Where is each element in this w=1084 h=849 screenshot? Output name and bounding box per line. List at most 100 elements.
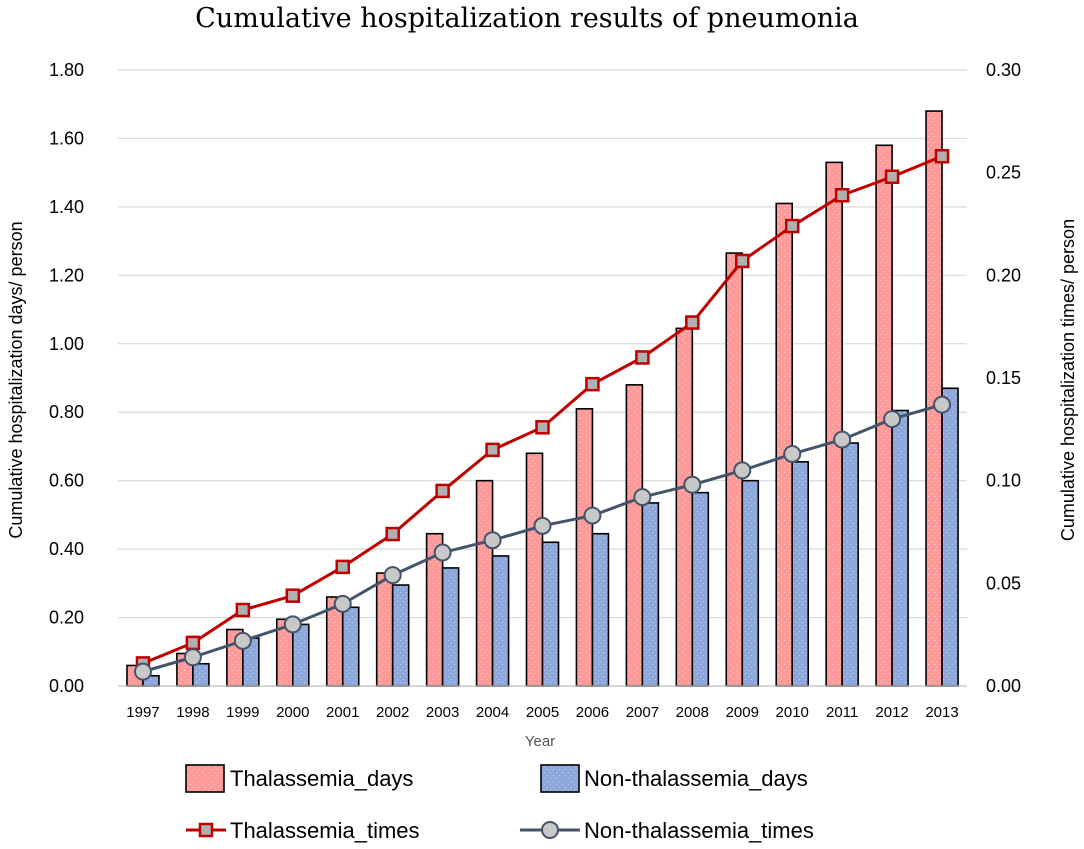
x-tick-label-2002: 2002: [376, 704, 409, 721]
bar-Non-thalassemia_days-2013: [941, 387, 959, 687]
bar-Non-thalassemia_days-2004: [491, 555, 510, 687]
bar-Thalassemia_days-2006: [575, 407, 594, 687]
x-tick-label-2009: 2009: [726, 704, 759, 721]
line-group-Thalassemia_times: [135, 148, 950, 671]
right-tick-label: 0.15: [986, 368, 1021, 388]
bar-Non-thalassemia_days-2012: [891, 409, 909, 687]
marker-Non-thalassemia_times-2010: [783, 444, 802, 463]
marker-Non-thalassemia_times-2008: [683, 475, 702, 494]
x-tick-label-2004: 2004: [476, 704, 509, 721]
marker-Non-thalassemia_times-2002: [383, 566, 402, 585]
right-tick-label: 0.00: [986, 676, 1021, 696]
legend-item-thalassemia-days: Thalassemia_days: [185, 764, 413, 793]
marker-Non-thalassemia_times-2009: [733, 461, 752, 480]
marker-Non-thalassemia_times-2003: [433, 543, 452, 562]
x-tick-label-2003: 2003: [426, 704, 459, 721]
x-axis-label: Year: [525, 733, 555, 750]
marker-Non-thalassemia_times-2007: [633, 488, 652, 507]
marker-Non-thalassemia_times-2012: [883, 410, 902, 429]
marker-Thalassemia_times-1998: [185, 635, 201, 651]
x-tick-label-2008: 2008: [676, 704, 709, 721]
bar-Non-thalassemia_days-2001: [341, 606, 360, 687]
right-tick-label: 0.10: [986, 471, 1021, 491]
legend-marker-thalassemia-times: [198, 822, 214, 838]
bar-Non-thalassemia_days-2007: [641, 502, 660, 687]
marker-Thalassemia_times-2006: [585, 376, 600, 392]
legend-item-non-thalassemia-days: Non-thalassemia_days: [540, 764, 808, 793]
marker-Thalassemia_times-2000: [285, 588, 301, 603]
line-series: [133, 148, 952, 681]
right-tick-label: 0.20: [986, 265, 1021, 285]
x-tick-label-2010: 2010: [776, 704, 809, 721]
bar-Thalassemia_days-2005: [525, 452, 544, 687]
legend-item-non-thalassemia-times: Non-thalassemia_times: [520, 818, 814, 843]
left-tick-label: 1.80: [49, 60, 84, 80]
bar-Non-thalassemia_days-2008: [691, 491, 710, 687]
marker-Non-thalassemia_times-1998: [183, 648, 202, 667]
left-axis-ticks: 0.00 0.20 0.40 0.60 0.80 1.00 1.20 1.40 1.60 1.80: [49, 60, 84, 696]
right-tick-label: 0.05: [986, 573, 1021, 593]
bar-Non-thalassemia_days-1998: [192, 662, 210, 687]
gridlines: [118, 69, 967, 619]
x-tick-label-2007: 2007: [626, 704, 659, 721]
bar-Non-thalassemia_days-2000: [291, 623, 310, 687]
x-tick-label-2000: 2000: [276, 704, 309, 721]
legend-swatch-thalassemia-days: [185, 764, 225, 793]
bar-Thalassemia_days-2007: [625, 384, 644, 687]
bar-Thalassemia_days-2002: [375, 572, 394, 687]
x-tick-label-2013: 2013: [925, 704, 958, 721]
marker-Thalassemia_times-2010: [784, 218, 800, 234]
left-tick-label: 0.20: [49, 608, 84, 628]
marker-Non-thalassemia_times-2006: [583, 506, 602, 525]
marker-Thalassemia_times-2012: [884, 169, 900, 185]
marker-Thalassemia_times-1999: [235, 602, 251, 618]
x-tick-label-1999: 1999: [226, 704, 259, 721]
marker-Thalassemia_times-2011: [834, 188, 850, 203]
left-tick-label: 1.20: [49, 265, 84, 285]
left-tick-label: 0.00: [49, 676, 84, 696]
left-tick-label: 1.00: [49, 334, 84, 354]
x-tick-label-1997: 1997: [126, 704, 159, 721]
x-tick-label-2001: 2001: [326, 704, 359, 721]
bar-Non-thalassemia_days-2009: [741, 479, 760, 687]
bar-Thalassemia_days-2004: [475, 479, 494, 687]
bar-Non-thalassemia_days-2010: [791, 461, 810, 687]
legend: Thalassemia_days Non-thalassemia_days Th…: [185, 764, 814, 843]
bar-Thalassemia_days-2011: [825, 161, 843, 687]
left-tick-label: 0.60: [49, 471, 84, 491]
marker-Non-thalassemia_times-2004: [483, 531, 502, 550]
left-tick-label: 1.40: [49, 197, 84, 217]
right-axis-label: Cumulative hospitalization times/ person: [1058, 219, 1078, 541]
marker-Non-thalassemia_times-1999: [233, 631, 252, 650]
bar-group-Non-thalassemia_days: [142, 387, 959, 687]
right-tick-label: 0.30: [986, 60, 1021, 80]
bar-Thalassemia_days-2008: [675, 327, 694, 687]
legend-marker-non-thalassemia-times: [541, 821, 559, 839]
marker-Thalassemia_times-2002: [385, 526, 400, 542]
x-tick-label-1998: 1998: [176, 704, 209, 721]
left-tick-label: 0.80: [49, 402, 84, 422]
marker-Thalassemia_times-2008: [685, 315, 700, 330]
marker-Thalassemia_times-2001: [335, 559, 350, 575]
bar-group-Thalassemia_days: [126, 110, 943, 687]
marker-Non-thalassemia_times-2001: [333, 594, 352, 613]
bar-Non-thalassemia_days-2011: [841, 442, 859, 687]
marker-Thalassemia_times-2005: [535, 420, 550, 435]
marker-Thalassemia_times-2003: [435, 483, 450, 499]
legend-label-thalassemia-times: Thalassemia_times: [230, 818, 420, 843]
bar-series: [126, 110, 959, 687]
marker-Non-thalassemia_times-2013: [933, 395, 952, 414]
bar-Non-thalassemia_days-2003: [441, 567, 460, 687]
legend-swatch-non-thalassemia-days: [540, 764, 580, 793]
marker-Thalassemia_times-2007: [635, 350, 650, 365]
marker-Non-thalassemia_times-2005: [533, 516, 552, 535]
bar-Non-thalassemia_days-2002: [391, 584, 410, 687]
marker-Thalassemia_times-2009: [735, 253, 750, 269]
marker-Thalassemia_times-2013: [934, 148, 950, 164]
marker-Non-thalassemia_times-2000: [283, 615, 302, 634]
legend-label-thalassemia-days: Thalassemia_days: [230, 766, 413, 791]
left-tick-label: 0.40: [49, 539, 84, 559]
bar-Thalassemia_days-2010: [775, 202, 794, 687]
right-tick-label: 0.25: [986, 163, 1021, 183]
